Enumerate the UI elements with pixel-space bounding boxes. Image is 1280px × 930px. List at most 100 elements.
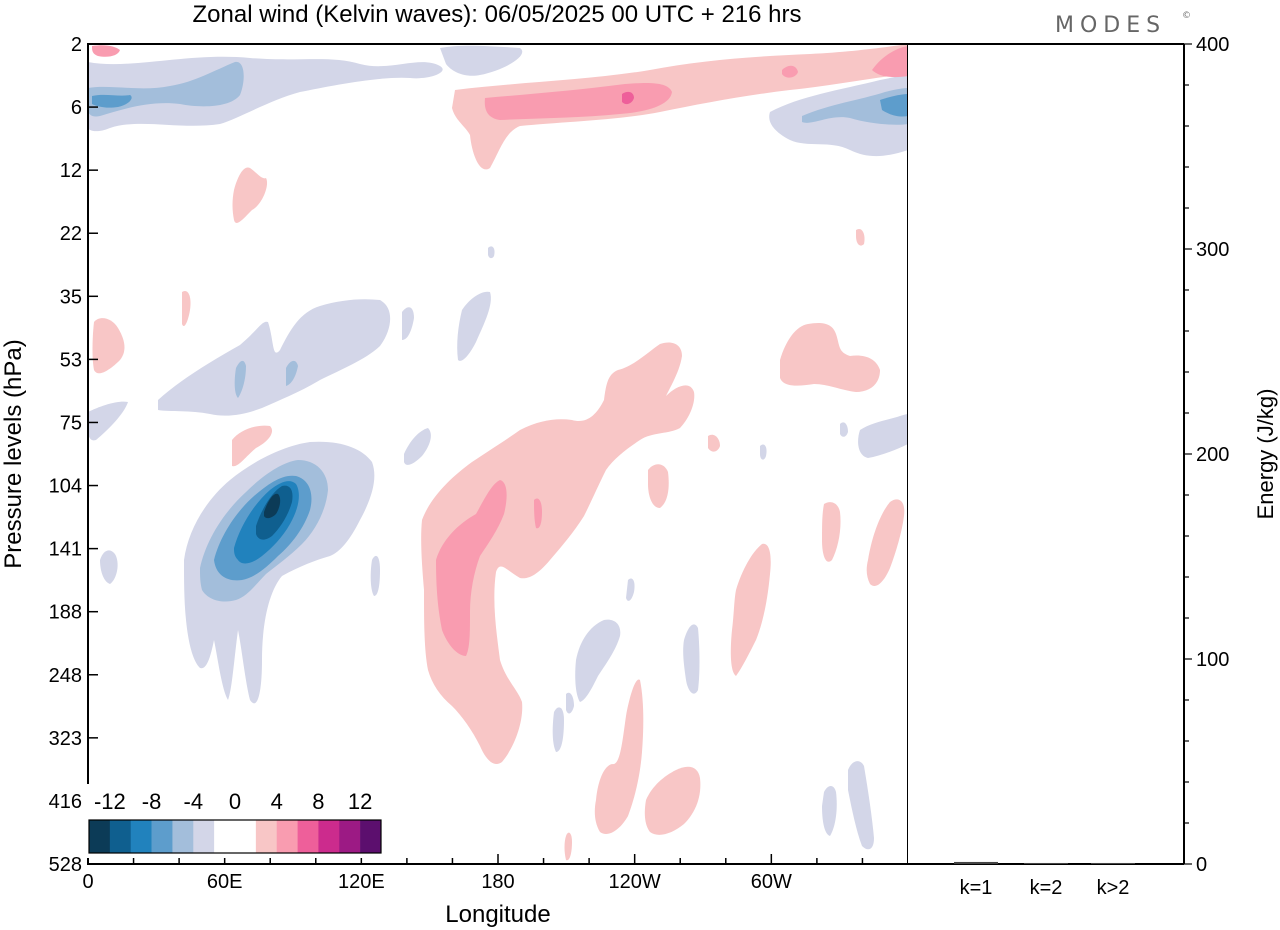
- contour-pos-blob-c: [232, 425, 273, 467]
- colorbar-swatch: [214, 820, 236, 853]
- contour-pos-small-core: [534, 498, 542, 529]
- energy-axis: 0 100 200 300 400: [1184, 34, 1229, 876]
- colorbar-swatch: [360, 820, 382, 853]
- contour-neg-lower-b: [683, 624, 700, 694]
- y-tick-label: 2: [71, 34, 82, 56]
- contour-pos-large: [421, 342, 695, 765]
- colorbar-swatch: [130, 820, 152, 853]
- contour-neg-mid-core-2: [286, 360, 298, 386]
- contour-neg-tiny-2: [488, 246, 495, 259]
- colorbar-label: 8: [312, 789, 324, 814]
- colorbar-swatch: [235, 820, 257, 853]
- colorbar-label: -8: [142, 789, 162, 814]
- contour-pos-core-top: [622, 91, 634, 105]
- energy-category-label: k=2: [1030, 877, 1063, 899]
- contour-pos-lower-c: [564, 832, 572, 861]
- longitude-axis: 0 60E 120E 180 120W 60W: [82, 854, 909, 893]
- contour-pos-lower-b: [644, 766, 701, 835]
- contour-neg-lower-c: [552, 707, 564, 752]
- x-tick-label: 60W: [751, 871, 792, 893]
- energy-bar: [954, 861, 998, 864]
- contour-pos-blob-a: [232, 167, 268, 223]
- y-tick-label: 323: [49, 728, 82, 750]
- contour-neg-blob-left-2: [370, 555, 380, 596]
- contour-pos-blob-b: [92, 318, 125, 374]
- colorbar: -12 -8 -4 0 4 8 12: [82, 784, 388, 858]
- contour-pos-right-long: [866, 499, 905, 587]
- y-tick-label: 35: [60, 286, 82, 308]
- colorbar-swatch: [318, 820, 340, 853]
- energy-axis-label: Energy (J/kg): [1253, 389, 1278, 520]
- contour-pos-mini-top: [782, 65, 798, 78]
- contour-neg-jet-core: [264, 493, 281, 519]
- contour-neg-core-right: [880, 94, 908, 117]
- colorbar-swatch: [89, 820, 111, 853]
- colorbar-swatch: [109, 820, 132, 853]
- contour-neg-upper-mid: [402, 307, 414, 340]
- chart-title: Zonal wind (Kelvin waves): 06/05/2025 00…: [193, 1, 802, 28]
- y-tick-label: 12: [60, 160, 82, 182]
- contour-neg-right-mid: [858, 414, 908, 458]
- contour-neg-lower-d: [566, 692, 574, 714]
- colorbar-label: -12: [94, 789, 126, 814]
- brand-logo: MODES: [1055, 13, 1166, 38]
- energy-tick-label: 400: [1196, 34, 1229, 56]
- energy-bars: k=1 k=2 k>2: [954, 861, 1135, 899]
- y-tick-label: 528: [49, 854, 82, 876]
- contour-neg-right-mid-2: [840, 422, 848, 437]
- colorbar-frame: [88, 819, 382, 854]
- contour-pos-large-core: [436, 480, 507, 656]
- contour-neg-lower-e: [848, 761, 874, 850]
- x-tick-label: 180: [481, 871, 514, 893]
- y-tick-label: 75: [60, 412, 82, 434]
- y-axis-label: Pressure levels (hPa): [0, 339, 27, 568]
- energy-tick-label: 300: [1196, 239, 1229, 261]
- contour-pos-top-left: [92, 45, 120, 57]
- energy-category-label: k=1: [960, 877, 993, 899]
- x-tick-label: 0: [82, 871, 93, 893]
- colorbar-label: 4: [271, 789, 283, 814]
- contour-neg-mid-core: [234, 360, 246, 398]
- colorbar-swatch: [172, 820, 194, 853]
- contour-neg-lower-a: [575, 619, 621, 702]
- contour-fields: [88, 44, 908, 861]
- contour-neg-mid-band-2: [88, 401, 128, 441]
- contour-pos-band-top-mid: [484, 82, 672, 120]
- energy-tick-label: 0: [1196, 854, 1207, 876]
- x-tick-label: 120W: [609, 871, 661, 893]
- y-tick-label: 416: [49, 791, 82, 813]
- contour-pos-blob-e: [856, 228, 865, 246]
- energy-tick-label: 200: [1196, 444, 1229, 466]
- energy-panel-frame: [908, 44, 1184, 864]
- contour-pos-top-right: [872, 46, 908, 78]
- y-tick-label: 6: [71, 97, 82, 119]
- y-tick-label: 188: [49, 602, 82, 624]
- energy-tick-label: 100: [1196, 649, 1229, 671]
- colorbar-label: -4: [184, 789, 204, 814]
- contour-pos-right-blob: [648, 464, 669, 508]
- energy-panel: 0 100 200 300 400 k=1 k=2 k>2 Energy (J/kg): [908, 34, 1278, 899]
- colorbar-label: 0: [229, 789, 241, 814]
- colorbar-swatch: [297, 820, 319, 853]
- contour-pos-blob-d: [182, 290, 191, 327]
- contour-pos-right-upper: [780, 323, 880, 392]
- colorbar-label: 12: [348, 789, 372, 814]
- energy-category-label: k>2: [1097, 877, 1130, 899]
- contour-neg-band-right-2: [802, 88, 908, 125]
- y-tick-label: 53: [60, 349, 82, 371]
- contour-neg-lower-g: [626, 578, 635, 601]
- x-tick-label: 60E: [207, 871, 243, 893]
- brand-mark: ©: [1182, 11, 1191, 21]
- colorbar-swatch: [255, 820, 278, 853]
- contour-neg-tiny: [760, 444, 767, 460]
- colorbar-swatch: [151, 820, 173, 853]
- contour-pos-right-4: [708, 434, 720, 452]
- energy-bar: [1024, 862, 1068, 864]
- contour-pos-lower-a: [594, 679, 644, 835]
- contour-neg-band-top: [88, 56, 443, 132]
- colorbar-swatch: [193, 820, 215, 853]
- colorbar-swatch: [276, 820, 298, 853]
- contour-neg-mid-band: [158, 299, 391, 416]
- pressure-axis: 2 6 12 22 35 53 75 104 141 188 248 323 416 528: [49, 34, 98, 876]
